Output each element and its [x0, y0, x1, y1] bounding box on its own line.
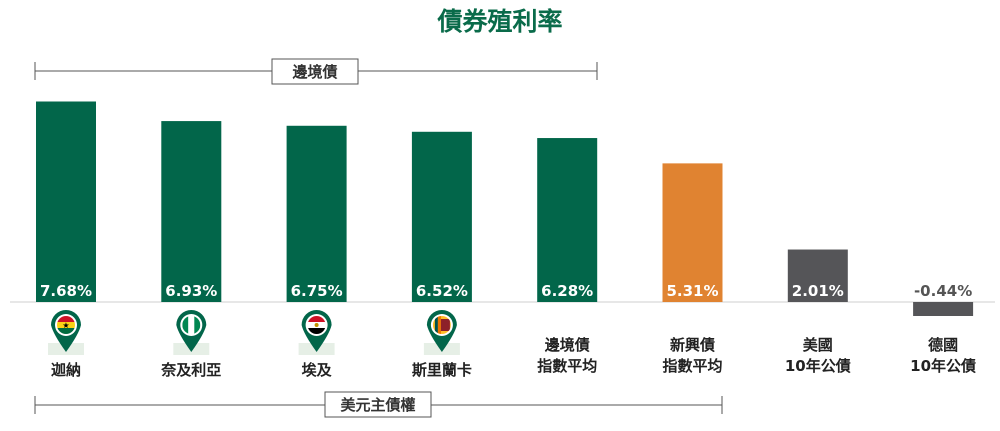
bars-group: 7.68% 6.93% 6.75% 6.52% 6.28% 5.31% 2.01% -0.44…: [36, 101, 974, 316]
ghana-flag-icon: ★: [48, 310, 84, 355]
category-label: 奈及利亞: [160, 361, 221, 379]
nigeria-flag-icon: [173, 310, 210, 355]
category-label: 指數平均: [662, 357, 722, 375]
svg-text:★: ★: [62, 321, 69, 330]
bar: [36, 101, 96, 302]
chart-title: 債券殖利率: [436, 7, 562, 36]
category-label: 德國: [928, 336, 958, 354]
flags-group: ★: [48, 310, 460, 355]
category-label: 10年公債: [910, 357, 976, 375]
frontier-bracket-label: 邊境債: [292, 63, 337, 81]
bar: [411, 131, 472, 302]
usd-sovereign-bracket: 美元主債權: [34, 391, 723, 418]
bar-value-label: 5.31%: [666, 282, 718, 300]
bar: [787, 249, 848, 302]
bar: [537, 138, 598, 302]
category-label: 迦納: [51, 361, 81, 379]
category-label: 美國: [803, 336, 833, 354]
bar-value-label: 6.75%: [291, 282, 343, 300]
frontier-bracket: 邊境債: [34, 58, 598, 85]
bar-value-label: 6.52%: [416, 282, 468, 300]
bar: [662, 163, 723, 302]
bar-value-label: 2.01%: [792, 282, 844, 300]
bar: [913, 302, 974, 316]
bar-value-label: 6.28%: [541, 282, 593, 300]
category-label: 邊境債: [545, 336, 590, 354]
category-label: 指數平均: [537, 357, 597, 375]
bar: [161, 121, 222, 302]
sri-lanka-flag-icon: [423, 310, 460, 355]
bar-value-label: 6.93%: [165, 282, 217, 300]
usd-sovereign-bracket-label: 美元主債權: [340, 396, 415, 414]
egypt-flag-icon: [298, 310, 335, 355]
category-label: 10年公債: [785, 357, 851, 375]
bar-value-label: 7.68%: [40, 282, 92, 300]
bar-value-label: -0.44%: [914, 282, 972, 300]
category-label: 新興債: [670, 336, 715, 354]
bar: [286, 125, 347, 302]
category-label: 埃及: [302, 361, 333, 379]
category-label: 斯里蘭卡: [412, 361, 472, 379]
